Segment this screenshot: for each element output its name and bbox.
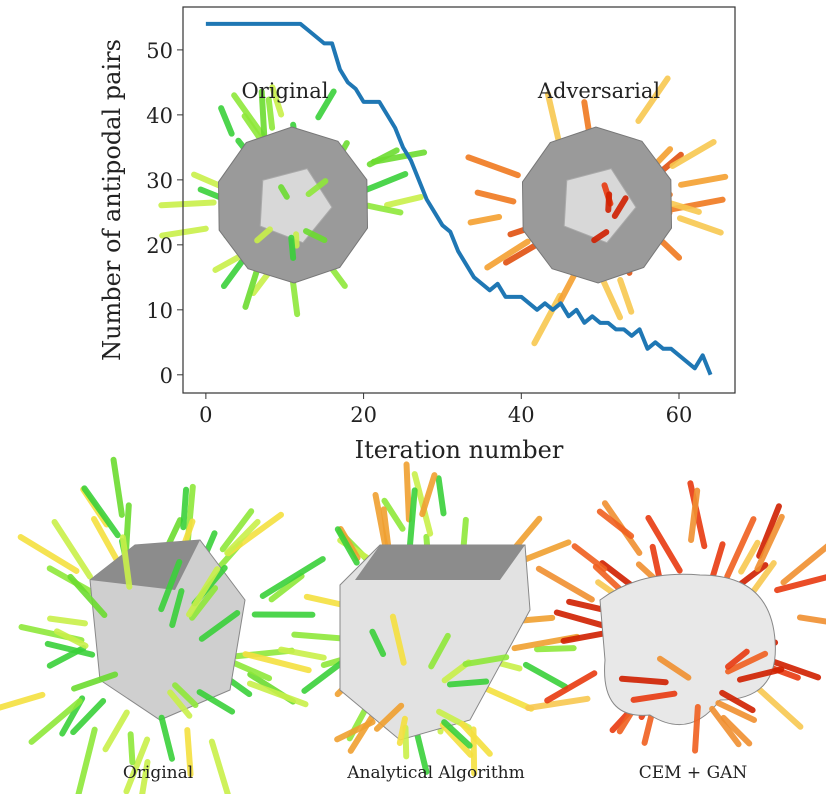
caption: CEM + GAN [639,763,748,783]
stick [557,612,608,626]
stick [439,478,444,513]
figure: Iteration number Number of antipodal pai… [0,0,826,794]
caption: Analytical Algorithm [346,763,524,783]
stick [680,218,721,232]
stick [114,460,122,515]
stick [620,280,631,312]
stick [468,157,517,175]
stick [162,718,172,759]
stick [105,713,126,750]
x-tick-label: 20 [350,403,377,427]
stick [539,569,592,600]
stick [245,654,308,670]
stick [471,217,500,223]
stick [575,546,605,569]
annotation: Original [242,79,329,103]
stick [622,679,666,682]
stick [387,197,421,205]
stick [695,707,698,751]
x-tick-label: 0 [199,403,212,427]
stick [608,194,609,210]
stick [292,278,297,314]
stick [212,742,229,794]
stick [450,682,486,685]
stick [250,684,306,705]
stick [183,490,186,527]
stick [524,542,569,560]
stick [263,559,323,596]
stick [221,108,231,133]
stick [363,174,405,191]
stick [407,464,409,519]
shape [600,574,775,724]
y-tick-label: 50 [146,39,173,63]
stick [800,617,826,626]
x-tick-label: 60 [666,403,693,427]
stick [526,665,565,687]
caption: Original [123,763,193,783]
stick [569,602,603,610]
annotation: Adversarial [537,79,661,103]
stick [604,282,620,317]
stick [561,272,576,301]
stick [269,100,272,128]
stick [161,203,213,206]
stick [78,730,94,794]
x-axis-label: Iteration number [355,436,564,464]
stick [281,650,324,658]
y-tick-label: 40 [146,104,173,128]
stick [0,695,42,713]
shape-face [355,545,525,580]
stick [50,619,85,624]
stick [291,238,293,258]
stick [131,734,133,762]
x-tick-label: 40 [508,403,535,427]
stick [478,193,514,202]
stick [368,206,401,213]
stick [422,475,434,514]
y-tick-label: 0 [160,364,173,388]
y-tick-label: 30 [146,169,173,193]
stick [405,728,406,757]
y-tick-label: 10 [146,299,173,323]
stick [486,688,531,708]
stick [681,177,725,185]
stick [537,648,574,649]
stick [753,684,800,727]
y-tick-label: 20 [146,234,173,258]
stick [528,699,587,708]
y-axis-label: Number of antipodal pairs [98,39,126,361]
stick [564,633,609,641]
